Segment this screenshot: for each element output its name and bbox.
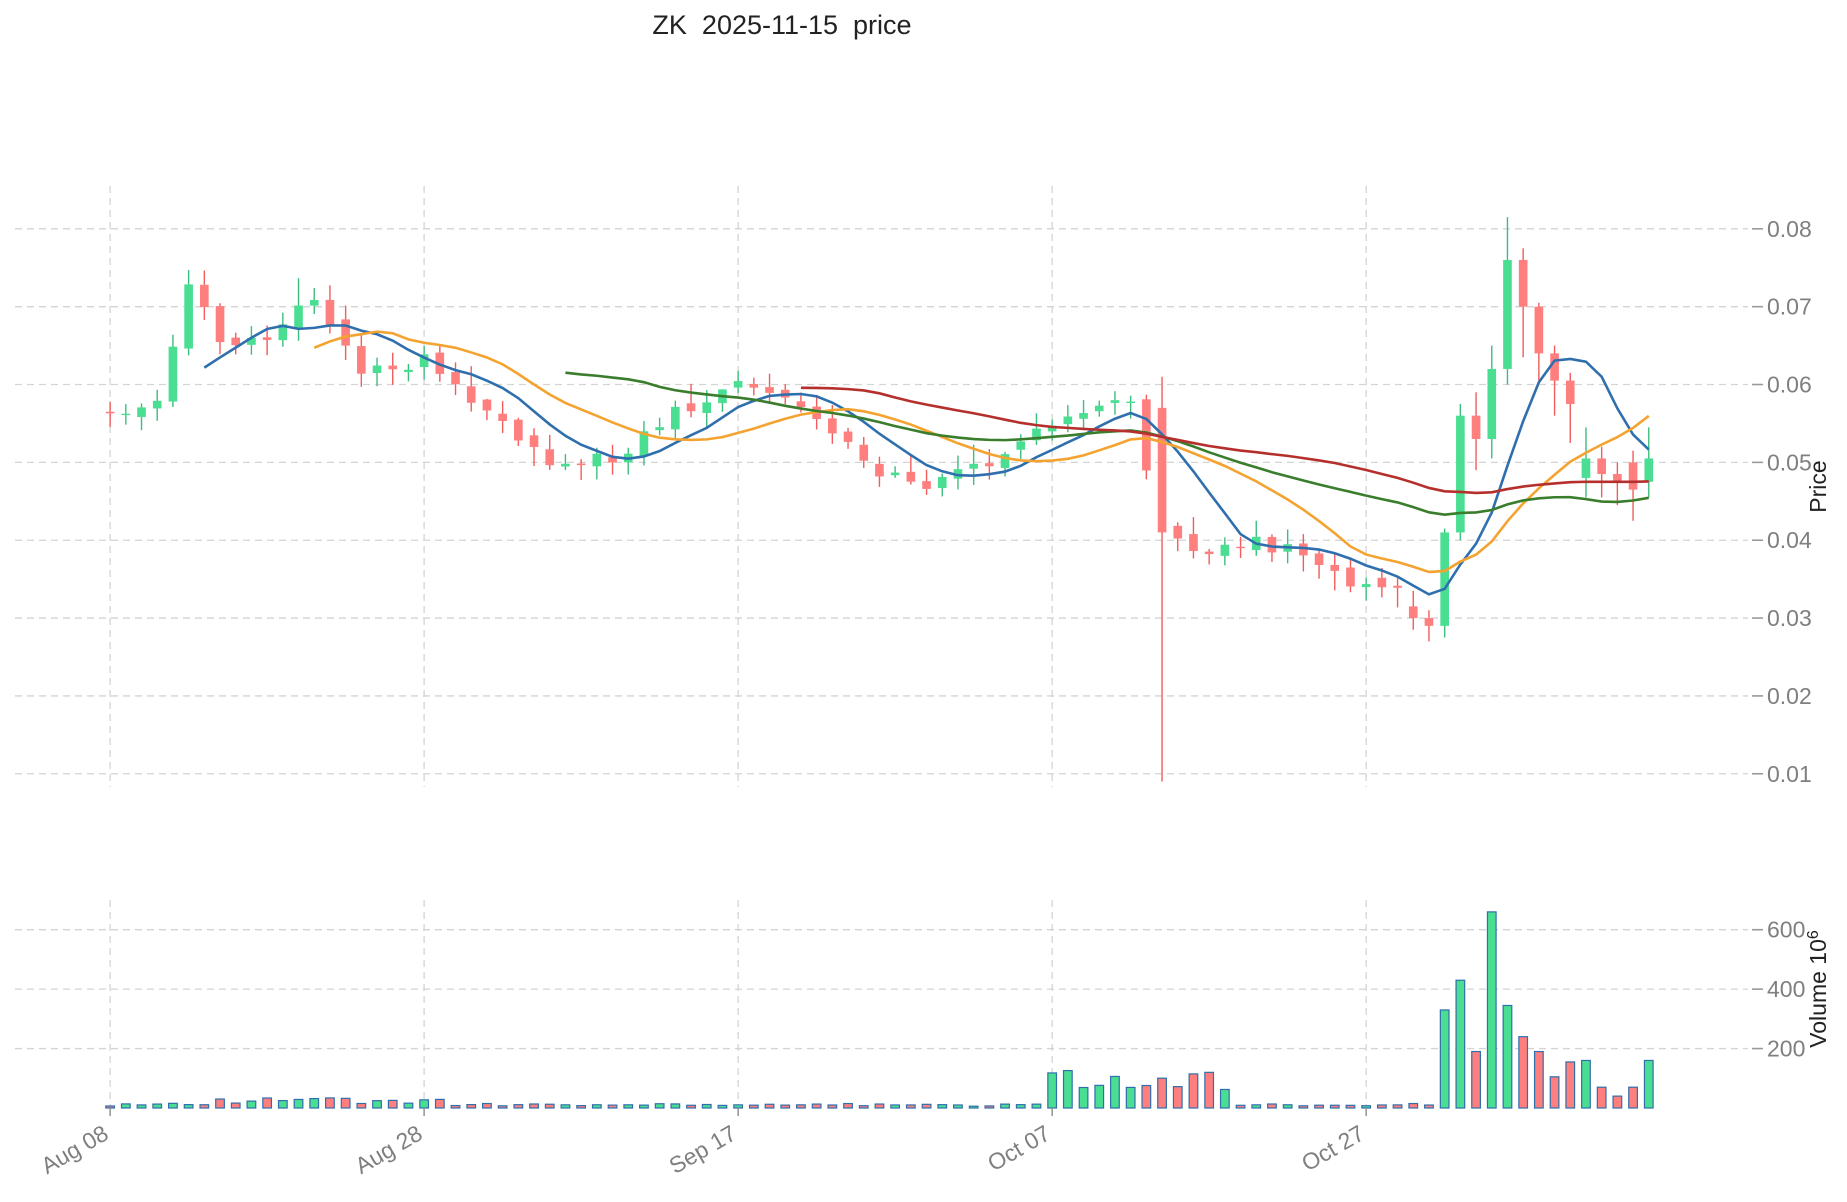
svg-text:200: 200 (1767, 1036, 1805, 1062)
svg-text:0.06: 0.06 (1767, 372, 1812, 398)
svg-text:400: 400 (1767, 976, 1805, 1002)
svg-text:0.04: 0.04 (1767, 527, 1812, 553)
svg-text:Price: Price (1805, 460, 1831, 512)
svg-text:0.08: 0.08 (1767, 216, 1812, 242)
svg-text:Volume 106: Volume 106 (1805, 930, 1832, 1048)
svg-text:0.07: 0.07 (1767, 294, 1812, 320)
svg-text:0.03: 0.03 (1767, 605, 1812, 631)
svg-text:0.02: 0.02 (1767, 683, 1812, 709)
svg-text:600: 600 (1767, 917, 1805, 943)
svg-text:ZK 2025-11-15 price: ZK 2025-11-15 price (652, 10, 911, 40)
svg-text:0.01: 0.01 (1767, 761, 1812, 787)
